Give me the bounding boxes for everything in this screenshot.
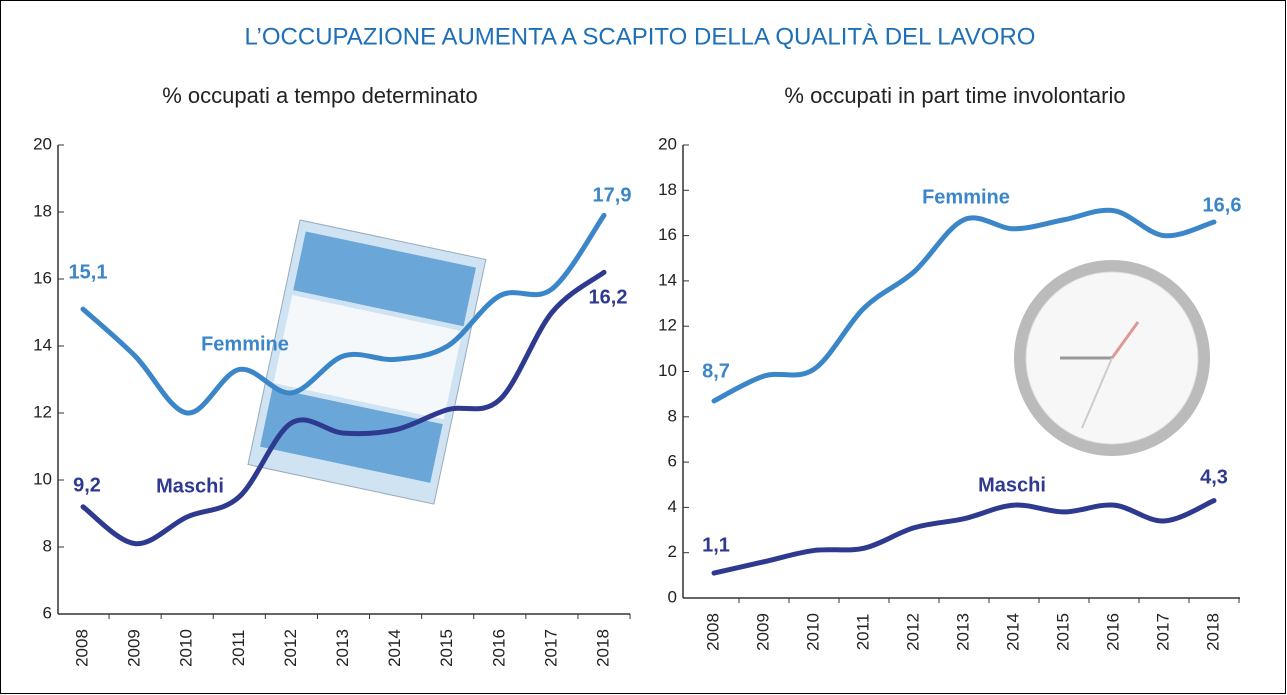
page-title: L’OCCUPAZIONE AUMENTA A SCAPITO DELLA QU… — [245, 23, 1036, 50]
line-series — [80, 269, 607, 547]
y-tick-label: 20 — [658, 134, 677, 153]
x-tick-label: 2010 — [803, 613, 822, 651]
x-tick-label: 2014 — [385, 629, 404, 667]
y-tick-label: 6 — [668, 452, 677, 471]
x-tick-label: 2014 — [1003, 613, 1022, 651]
x-tick-label: 2015 — [437, 629, 456, 667]
y-tick-label: 6 — [43, 603, 52, 622]
value-label: 9,2 — [73, 474, 101, 496]
y-tick-label: 8 — [668, 406, 677, 425]
y-tick-label: 8 — [43, 536, 52, 555]
line-series — [711, 498, 1217, 576]
x-tick-label: 2012 — [281, 629, 300, 667]
x-tick-label: 2008 — [72, 629, 91, 667]
series-label: Femmine — [922, 186, 1010, 208]
y-tick-label: 4 — [668, 497, 677, 516]
y-tick-label: 20 — [33, 134, 52, 153]
x-tick-label: 2009 — [753, 613, 772, 651]
y-tick-label: 16 — [33, 268, 52, 287]
x-tick-label: 2011 — [853, 614, 872, 651]
value-label: 1,1 — [702, 534, 730, 556]
x-tick-label: 2018 — [593, 629, 612, 667]
y-tick-label: 0 — [668, 587, 677, 606]
x-tick-label: 2017 — [541, 629, 560, 667]
clock-illustration — [1014, 260, 1210, 456]
chart-title: % occupati in part time involontario — [784, 83, 1125, 108]
x-tick-label: 2017 — [1153, 613, 1172, 651]
x-tick-label: 2009 — [125, 629, 144, 667]
x-tick-label: 2016 — [489, 629, 508, 667]
y-tick-label: 16 — [658, 225, 677, 244]
x-tick-label: 2016 — [1103, 613, 1122, 651]
y-tick-label: 10 — [33, 469, 52, 488]
series-label: Maschi — [978, 474, 1046, 496]
value-label: 17,9 — [593, 184, 632, 206]
x-tick-label: 2010 — [177, 629, 196, 667]
value-label: 15,1 — [69, 261, 108, 283]
y-tick-label: 2 — [668, 542, 677, 561]
y-tick-label: 18 — [658, 180, 677, 199]
x-tick-label: 2015 — [1053, 613, 1072, 651]
y-tick-label: 14 — [658, 270, 677, 289]
y-tick-label: 12 — [33, 402, 52, 421]
chart-title: % occupati a tempo determinato — [162, 83, 478, 108]
y-tick-label: 12 — [658, 316, 677, 335]
value-label: 16,6 — [1203, 194, 1242, 216]
line-series — [80, 212, 607, 416]
x-tick-label: 2012 — [903, 613, 922, 651]
value-label: 8,7 — [702, 360, 730, 382]
x-tick-label: 2011 — [229, 630, 248, 667]
series-label: Femmine — [201, 333, 289, 355]
x-tick-label: 2013 — [953, 613, 972, 651]
y-tick-label: 18 — [33, 201, 52, 220]
x-tick-label: 2018 — [1203, 613, 1222, 651]
line-series — [711, 207, 1217, 404]
value-label: 4,3 — [1200, 466, 1228, 488]
series-label: Maschi — [156, 475, 224, 497]
x-tick-label: 2013 — [333, 629, 352, 667]
y-tick-label: 10 — [658, 361, 677, 380]
y-tick-label: 14 — [33, 335, 52, 354]
value-label: 16,2 — [589, 286, 628, 308]
x-tick-label: 2008 — [703, 613, 722, 651]
